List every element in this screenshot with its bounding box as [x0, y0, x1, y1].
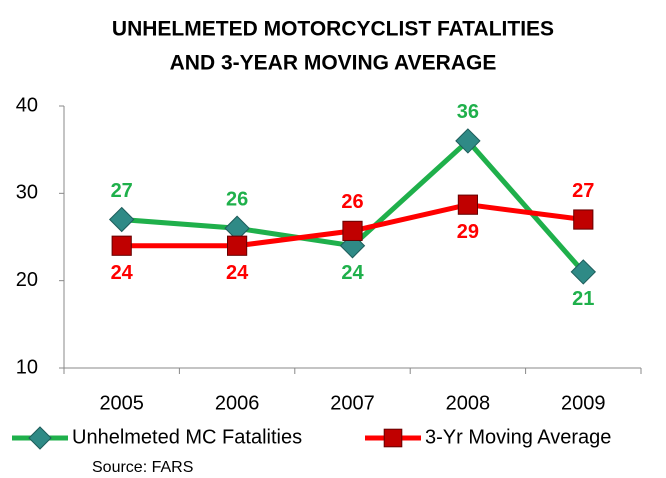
- marker: [108, 206, 135, 233]
- data-label: 27: [572, 180, 594, 202]
- data-label: 26: [226, 189, 248, 211]
- x-tick-label: 2007: [330, 392, 375, 414]
- y-tick-label: 30: [16, 182, 38, 204]
- marker: [227, 235, 248, 256]
- chart-title: UNHELMETED MOTORCYCLIST FATALITIES: [112, 18, 554, 41]
- marker: [111, 235, 132, 256]
- chart-title: AND 3-YEAR MOVING AVERAGE: [170, 52, 497, 75]
- data-label: 36: [457, 101, 479, 123]
- marker: [28, 426, 52, 450]
- marker: [455, 128, 481, 154]
- legend-label: Unhelmeted MC Fatalities: [72, 426, 302, 448]
- data-label: 29: [457, 221, 479, 243]
- x-tick-label: 2009: [561, 392, 606, 414]
- data-label: 24: [226, 262, 249, 284]
- x-tick-label: 2008: [446, 392, 491, 414]
- data-label: 21: [572, 288, 594, 310]
- legend-label: 3-Yr Moving Average: [425, 426, 611, 448]
- data-label: 24: [341, 262, 364, 284]
- data-label: 24: [111, 262, 134, 284]
- x-tick-label: 2005: [99, 392, 144, 414]
- y-tick-label: 20: [16, 269, 38, 291]
- marker: [573, 209, 594, 230]
- marker: [342, 220, 363, 241]
- data-label: 27: [111, 180, 133, 202]
- y-tick-label: 10: [16, 356, 38, 378]
- marker: [383, 428, 403, 448]
- marker: [457, 194, 478, 215]
- marker: [570, 259, 597, 285]
- source-note: Source: FARS: [92, 459, 193, 476]
- x-tick-label: 2006: [215, 392, 260, 414]
- data-label: 26: [341, 191, 363, 213]
- y-tick-label: 40: [16, 94, 38, 116]
